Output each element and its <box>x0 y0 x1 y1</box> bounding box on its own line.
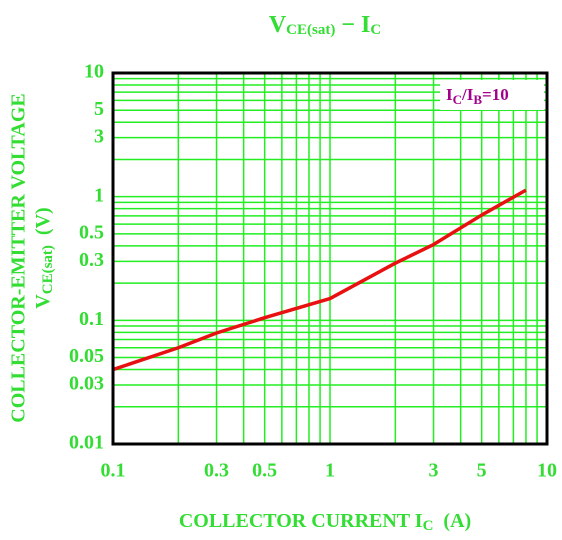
x-tick-label: 1 <box>325 460 335 482</box>
y-tick-label: 0.3 <box>79 249 104 271</box>
label-part: (A) <box>433 510 471 532</box>
x-tick-label: 0.3 <box>204 460 229 482</box>
x-tick-label: 10 <box>537 460 557 482</box>
x-tick-label: 5 <box>477 460 487 482</box>
y-tick-label: 0.03 <box>69 373 104 395</box>
y-tick-label: 0.5 <box>79 221 104 243</box>
y-axis-label: COLLECTOR-EMITTER VOLTAGE <box>8 93 30 423</box>
y-tick-label: 3 <box>94 125 104 147</box>
annotation-part: I <box>446 85 453 104</box>
x-tick-label: 0.1 <box>101 460 126 482</box>
label-sub: CE(sat) <box>40 245 56 294</box>
annotation-sub: B <box>473 92 482 107</box>
title-part: V <box>269 12 287 38</box>
label-part: COLLECTOR CURRENT I <box>179 510 423 532</box>
data-line <box>112 188 527 372</box>
y-tick-label: 0.01 <box>69 432 104 454</box>
x-axis-label: COLLECTOR CURRENT IC (A) <box>179 510 471 535</box>
annotation-sub: C <box>453 92 462 107</box>
y-tick-label: 5 <box>94 98 104 120</box>
chart-title: VCE(sat) − IC <box>269 12 381 39</box>
title-sub: CE(sat) <box>286 22 335 38</box>
y-tick-label: 1 <box>94 184 104 206</box>
label-part: V <box>32 294 54 309</box>
annotation-part: =10 <box>482 85 509 104</box>
annotation: IC/IB=10 <box>446 85 509 107</box>
title-sub: C <box>370 22 381 38</box>
label-sub: C <box>423 518 434 534</box>
plot-frame <box>111 71 549 446</box>
y-tick-label: 0.1 <box>79 308 104 330</box>
x-tick-label: 0.5 <box>252 460 277 482</box>
annotation-box <box>440 80 544 110</box>
y-tick-label: 10 <box>84 61 104 83</box>
label-part: (V) <box>32 207 54 245</box>
title-part: − I <box>335 12 370 38</box>
y-axis-label: VCE(sat) (V) <box>32 207 57 308</box>
y-tick-label: 0.05 <box>69 345 104 367</box>
x-tick-label: 3 <box>429 460 439 482</box>
annotation-part: /I <box>461 85 474 104</box>
